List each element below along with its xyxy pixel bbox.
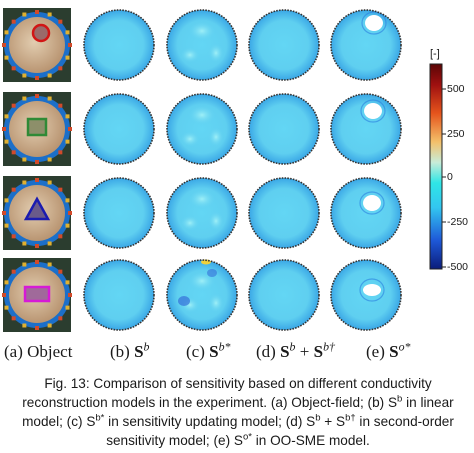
sensitivity-map-d-square (248, 93, 320, 165)
colorbar-tick-minus500: -500 (447, 261, 469, 273)
column-label-b: (b) Sb (110, 339, 150, 361)
sensitivity-map-b-square (83, 93, 155, 165)
object-photo-circle (2, 8, 72, 82)
object-photo-rectangle (2, 258, 72, 332)
sensitivity-map-d-rectangle (248, 259, 320, 331)
object-photo-triangle (2, 176, 72, 250)
column-label-a: (a) Object (4, 342, 73, 361)
colorbar (429, 63, 443, 270)
colorbar-tick-500: 500 (447, 83, 465, 95)
sensitivity-map-e-circle (330, 9, 402, 81)
sensitivity-map-c-triangle (166, 177, 238, 249)
colorbar-tick-0: 0 (447, 171, 453, 183)
colorbar-unit: [-] (430, 48, 440, 60)
sensitivity-figure-grid (2, 8, 446, 332)
sensitivity-map-b-circle (83, 9, 155, 81)
object-photo-square (2, 92, 72, 166)
sensitivity-map-e-square (330, 93, 402, 165)
column-label-d: (d) Sb + Sb† (256, 339, 335, 361)
sensitivity-map-d-circle (248, 9, 320, 81)
column-label-c: (c) Sb* (186, 339, 231, 361)
sensitivity-map-c-square (166, 93, 238, 165)
figure-caption: Fig. 13: Comparison of sensitivity based… (22, 376, 454, 448)
colorbar-tick-250: 250 (447, 128, 465, 140)
sensitivity-map-c-circle (166, 9, 238, 81)
colorbar-tick-minus250: -250 (447, 216, 469, 228)
sensitivity-map-c-rectangle (166, 259, 238, 331)
column-label-e: (e) So* (366, 339, 411, 361)
sensitivity-map-b-triangle (83, 177, 155, 249)
sensitivity-map-b-rectangle (83, 259, 155, 331)
sensitivity-map-d-triangle (248, 177, 320, 249)
sensitivity-map-e-rectangle (330, 259, 402, 331)
sensitivity-map-e-triangle (330, 177, 402, 249)
